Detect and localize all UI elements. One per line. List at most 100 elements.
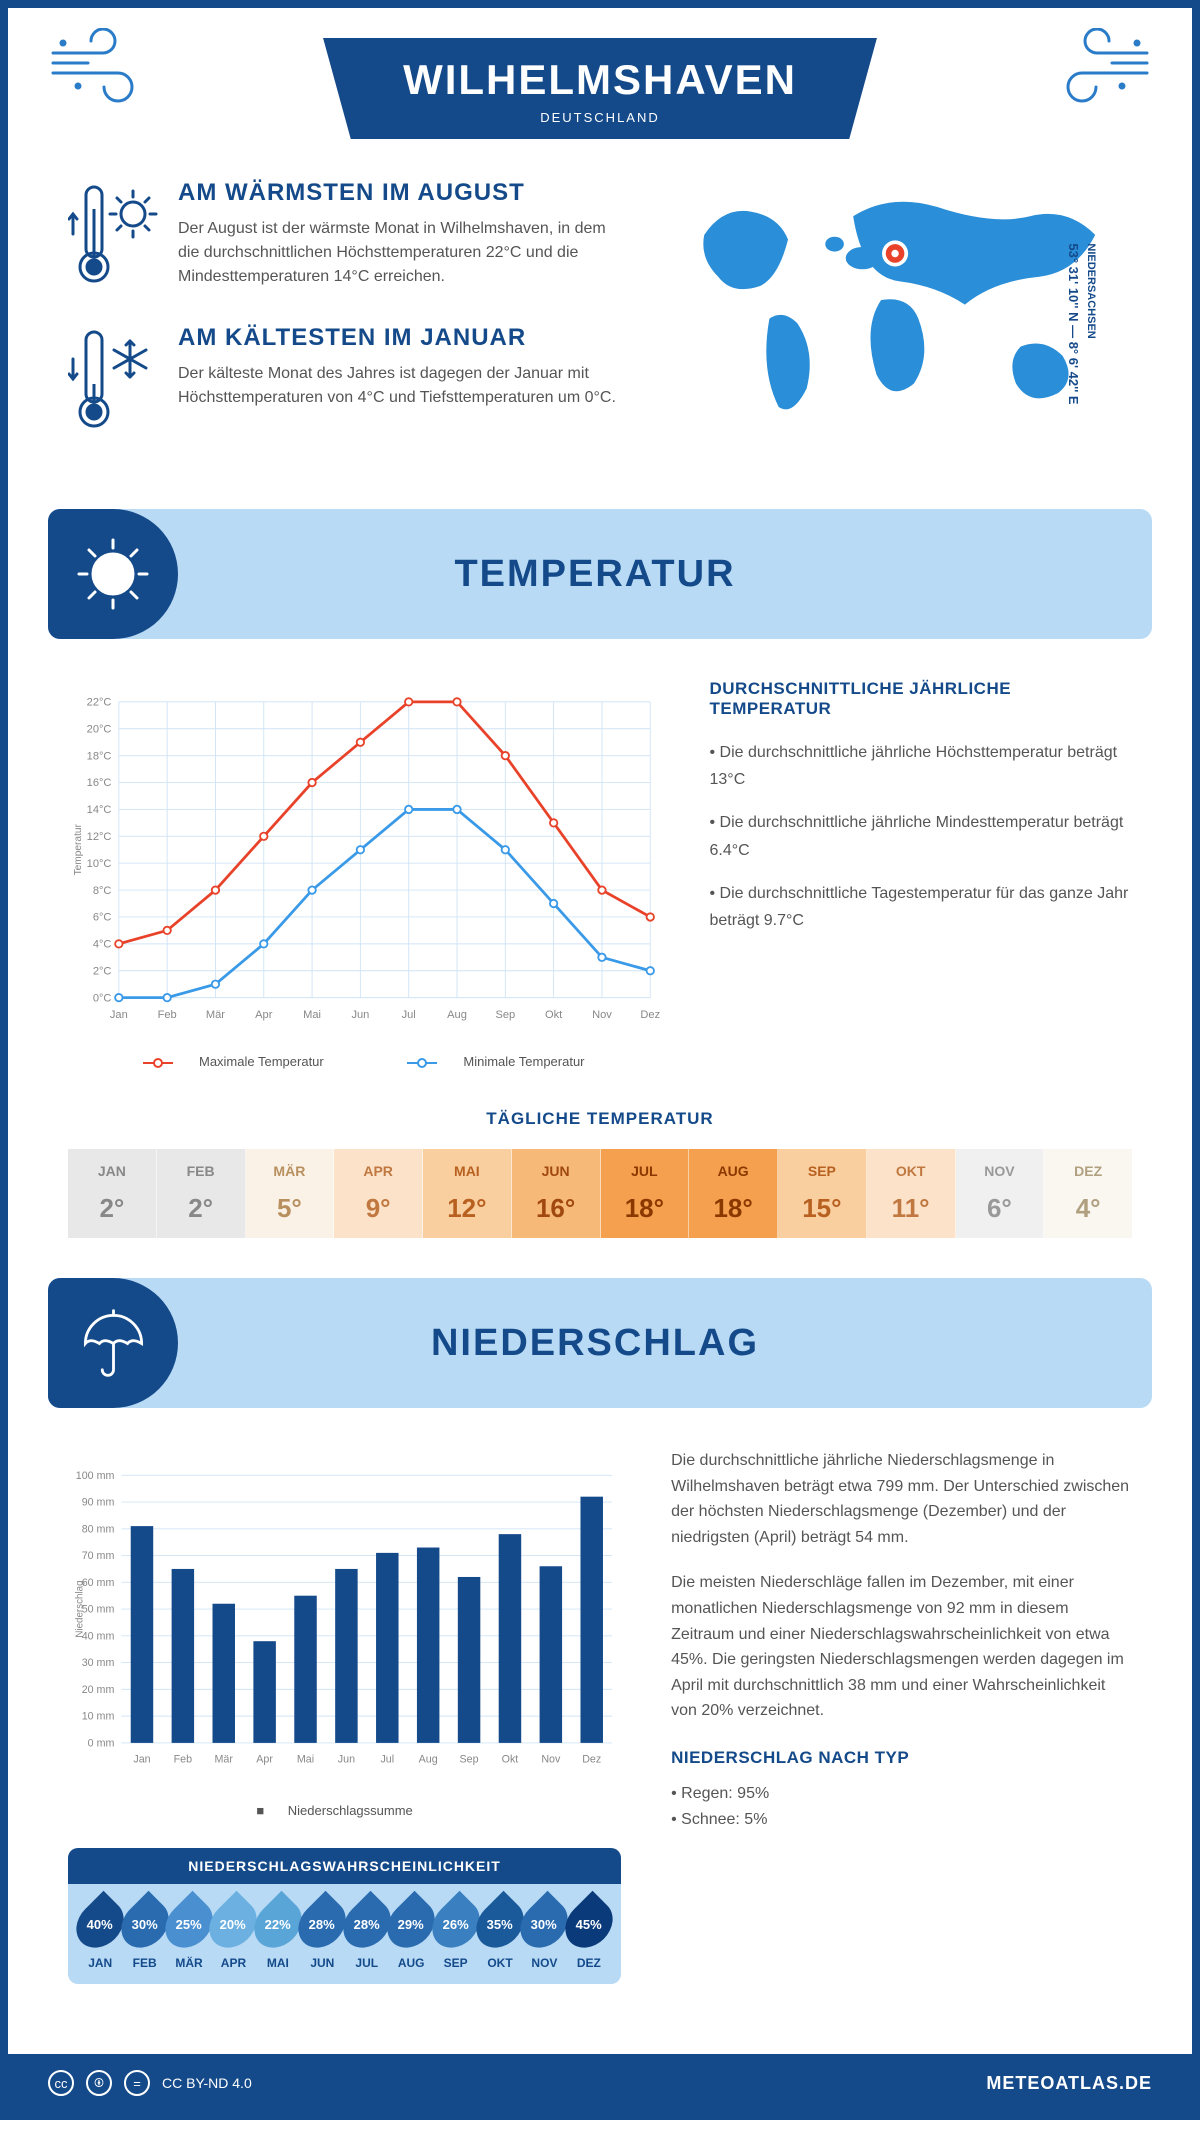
precip-info: Die durchschnittliche jährliche Niedersc… bbox=[671, 1448, 1132, 1984]
precip-section-title: NIEDERSCHLAG bbox=[208, 1322, 1112, 1365]
month-label: MÄR bbox=[246, 1163, 334, 1179]
precip-text-2: Die meisten Niederschläge fallen im Deze… bbox=[671, 1570, 1132, 1724]
map-column: NIEDERSACHSEN 53° 31' 10'' N — 8° 6' 42'… bbox=[667, 179, 1132, 469]
temp-bullet: • Die durchschnittliche Tagestemperatur … bbox=[710, 880, 1133, 934]
svg-text:2°C: 2°C bbox=[93, 965, 112, 977]
footer-license: cc 🅯 = CC BY-ND 4.0 bbox=[48, 2070, 252, 2096]
daily-temp-cell: MÄR5° bbox=[246, 1149, 335, 1238]
svg-text:Nov: Nov bbox=[592, 1009, 612, 1021]
umbrella-icon bbox=[48, 1278, 178, 1408]
svg-text:30 mm: 30 mm bbox=[82, 1657, 115, 1669]
daily-temp-cell: FEB2° bbox=[157, 1149, 246, 1238]
month-value: 12° bbox=[423, 1193, 511, 1224]
prob-month-label: MÄR bbox=[167, 1956, 211, 1970]
precip-type-item: • Regen: 95% bbox=[671, 1781, 1132, 1807]
month-label: AUG bbox=[689, 1163, 777, 1179]
precip-legend: ■ Niederschlagssumme bbox=[68, 1803, 621, 1818]
svg-text:90 mm: 90 mm bbox=[82, 1497, 115, 1509]
prob-cell: 20%APR bbox=[211, 1898, 255, 1970]
prob-box: NIEDERSCHLAGSWAHRSCHEINLICHKEIT 40%JAN30… bbox=[68, 1848, 621, 1984]
svg-text:50 mm: 50 mm bbox=[82, 1604, 115, 1616]
svg-text:Feb: Feb bbox=[158, 1009, 177, 1021]
svg-text:10°C: 10°C bbox=[87, 858, 112, 870]
svg-text:Dez: Dez bbox=[582, 1754, 601, 1766]
svg-text:Jul: Jul bbox=[380, 1754, 394, 1766]
daily-temp-cell: OKT11° bbox=[867, 1149, 956, 1238]
daily-temp-cell: MAI 12° bbox=[423, 1149, 512, 1238]
prob-month-label: SEP bbox=[433, 1956, 477, 1970]
svg-text:40 mm: 40 mm bbox=[82, 1630, 115, 1642]
svg-text:60 mm: 60 mm bbox=[82, 1577, 115, 1589]
svg-text:Mai: Mai bbox=[303, 1009, 321, 1021]
month-value: 6° bbox=[956, 1193, 1044, 1224]
header: WILHELMSHAVEN DEUTSCHLAND bbox=[8, 8, 1192, 159]
cold-fact-text: Der kälteste Monat des Jahres ist dagege… bbox=[178, 362, 627, 410]
svg-text:80 mm: 80 mm bbox=[82, 1523, 115, 1535]
month-label: DEZ bbox=[1044, 1163, 1132, 1179]
svg-text:18°C: 18°C bbox=[87, 750, 112, 762]
thermometer-sun-icon bbox=[68, 179, 158, 294]
daily-temp-cell: NOV6° bbox=[956, 1149, 1045, 1238]
thermometer-snow-icon bbox=[68, 324, 158, 439]
month-value: 9° bbox=[334, 1193, 422, 1224]
temp-line-chart: 0°C2°C4°C6°C8°C10°C12°C14°C16°C18°C20°C2… bbox=[68, 679, 660, 1039]
month-label: APR bbox=[334, 1163, 422, 1179]
month-value: 2° bbox=[68, 1193, 156, 1224]
prob-month-label: AUG bbox=[389, 1956, 433, 1970]
prob-cell: 35%OKT bbox=[478, 1898, 522, 1970]
month-value: 16° bbox=[512, 1193, 600, 1224]
prob-cell: 22%MAI bbox=[256, 1898, 300, 1970]
month-value: 18° bbox=[601, 1193, 689, 1224]
by-icon: 🅯 bbox=[86, 2070, 112, 2096]
month-value: 15° bbox=[778, 1193, 866, 1224]
month-label: MAI bbox=[423, 1163, 511, 1179]
sun-icon bbox=[48, 509, 178, 639]
daily-temp-cell: JUL18° bbox=[601, 1149, 690, 1238]
precip-type-list: • Regen: 95%• Schnee: 5% bbox=[671, 1781, 1132, 1832]
prob-cell: 30%NOV bbox=[522, 1898, 566, 1970]
precip-legend-label: Niederschlagssumme bbox=[288, 1803, 413, 1818]
warm-fact: AM WÄRMSTEN IM AUGUST Der August ist der… bbox=[68, 179, 627, 294]
prob-cell: 45%DEZ bbox=[567, 1898, 611, 1970]
daily-temp-title: TÄGLICHE TEMPERATUR bbox=[68, 1109, 1132, 1129]
svg-text:6°C: 6°C bbox=[93, 912, 112, 924]
page-frame: WILHELMSHAVEN DEUTSCHLAND AM WÄRMSTEN IM… bbox=[0, 0, 1200, 2120]
daily-temp-cell: APR 9° bbox=[334, 1149, 423, 1238]
wind-icon bbox=[48, 28, 158, 113]
cc-icon: cc bbox=[48, 2070, 74, 2096]
region-label: NIEDERSACHSEN bbox=[1085, 243, 1097, 404]
prob-cell: 25%MÄR bbox=[167, 1898, 211, 1970]
footer: cc 🅯 = CC BY-ND 4.0 METEOATLAS.DE bbox=[8, 2054, 1192, 2112]
prob-grid: 40%JAN30%FEB25%MÄR20%APR22%MAI28%JUN28%J… bbox=[68, 1884, 621, 1984]
svg-text:20°C: 20°C bbox=[87, 723, 112, 735]
month-value: 2° bbox=[157, 1193, 245, 1224]
daily-temp-grid: JAN2°FEB2°MÄR5°APR9°MAI12°JUN16°JUL18°AU… bbox=[68, 1149, 1132, 1238]
coordinates: NIEDERSACHSEN 53° 31' 10'' N — 8° 6' 42'… bbox=[1066, 243, 1097, 404]
temp-chart-area: 0°C2°C4°C6°C8°C10°C12°C14°C16°C18°C20°C2… bbox=[68, 679, 660, 1069]
wind-icon bbox=[1042, 28, 1152, 113]
precip-banner: NIEDERSCHLAG bbox=[48, 1278, 1152, 1408]
svg-text:Mär: Mär bbox=[215, 1754, 234, 1766]
legend-min-label: Minimale Temperatur bbox=[463, 1054, 584, 1069]
prob-month-label: OKT bbox=[478, 1956, 522, 1970]
svg-text:Mai: Mai bbox=[297, 1754, 314, 1766]
svg-text:Apr: Apr bbox=[256, 1754, 273, 1766]
svg-text:Jan: Jan bbox=[110, 1009, 128, 1021]
temp-bullets: • Die durchschnittliche jährliche Höchst… bbox=[710, 739, 1133, 934]
svg-text:Okt: Okt bbox=[545, 1009, 562, 1021]
cold-fact: AM KÄLTESTEN IM JANUAR Der kälteste Mona… bbox=[68, 324, 627, 439]
svg-text:Jun: Jun bbox=[338, 1754, 355, 1766]
prob-cell: 30%FEB bbox=[122, 1898, 166, 1970]
svg-text:14°C: 14°C bbox=[87, 804, 112, 816]
temp-banner: TEMPERATUR bbox=[48, 509, 1152, 639]
prob-cell: 28%JUN bbox=[300, 1898, 344, 1970]
svg-text:70 mm: 70 mm bbox=[82, 1550, 115, 1562]
warm-fact-title: AM WÄRMSTEN IM AUGUST bbox=[178, 179, 627, 207]
warm-fact-text: Der August ist der wärmste Monat in Wilh… bbox=[178, 217, 627, 289]
daily-temp-cell: DEZ4° bbox=[1044, 1149, 1132, 1238]
temp-legend: Maximale Temperatur Minimale Temperatur bbox=[68, 1054, 660, 1069]
legend-max-label: Maximale Temperatur bbox=[199, 1054, 324, 1069]
svg-text:20 mm: 20 mm bbox=[82, 1684, 115, 1696]
world-map-icon bbox=[667, 179, 1132, 440]
svg-text:100 mm: 100 mm bbox=[76, 1470, 115, 1482]
